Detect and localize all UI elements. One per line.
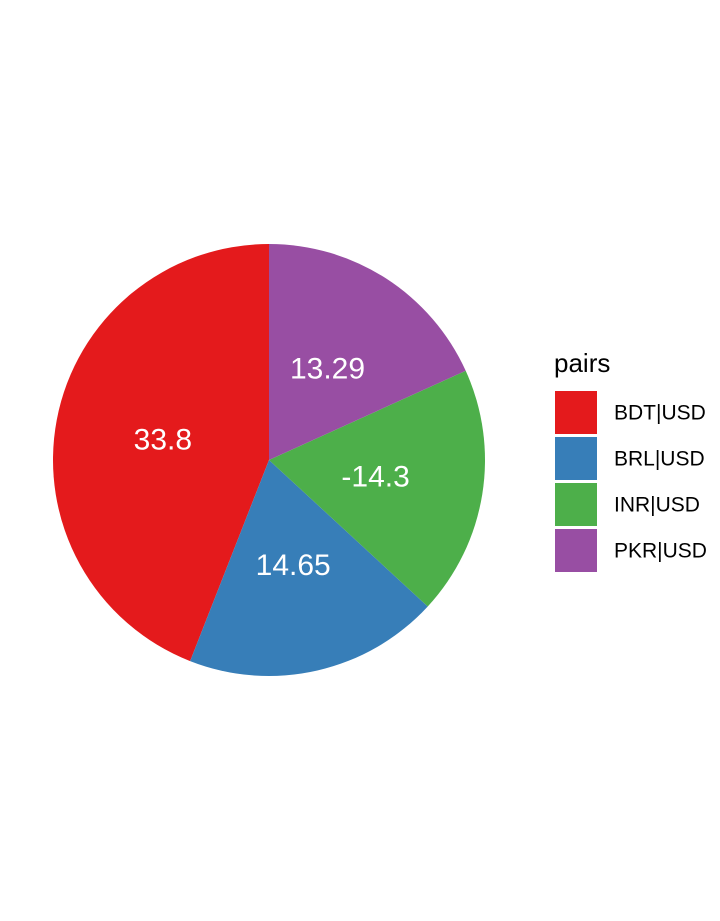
legend-swatch (555, 437, 597, 480)
slice-labels: 33.8 14.65 -14.3 13.29 (134, 353, 410, 582)
legend-title: pairs (554, 348, 610, 378)
pie-slice-inr-usd (269, 370, 486, 607)
pie-slice-bdt-usd (53, 244, 270, 662)
slice-value-label: 14.65 (256, 549, 331, 582)
slice-value-label: 33.8 (134, 423, 192, 456)
legend: pairs BDT|USD BRL|USD INR|USD PKR|USD (554, 348, 707, 572)
slice-value-label: -14.3 (341, 461, 409, 494)
pie-slice-brl-usd (190, 460, 428, 676)
legend-swatch (555, 529, 597, 572)
pie-slice-pkr-usd (269, 244, 466, 460)
pie-slices (53, 244, 486, 676)
legend-swatch (555, 391, 597, 434)
slice-value-label: 13.29 (290, 353, 365, 386)
legend-label: PKR|USD (614, 540, 707, 563)
legend-swatch (555, 483, 597, 526)
legend-label: BRL|USD (614, 448, 705, 471)
legend-label: INR|USD (614, 494, 700, 517)
legend-label: BDT|USD (614, 402, 706, 425)
